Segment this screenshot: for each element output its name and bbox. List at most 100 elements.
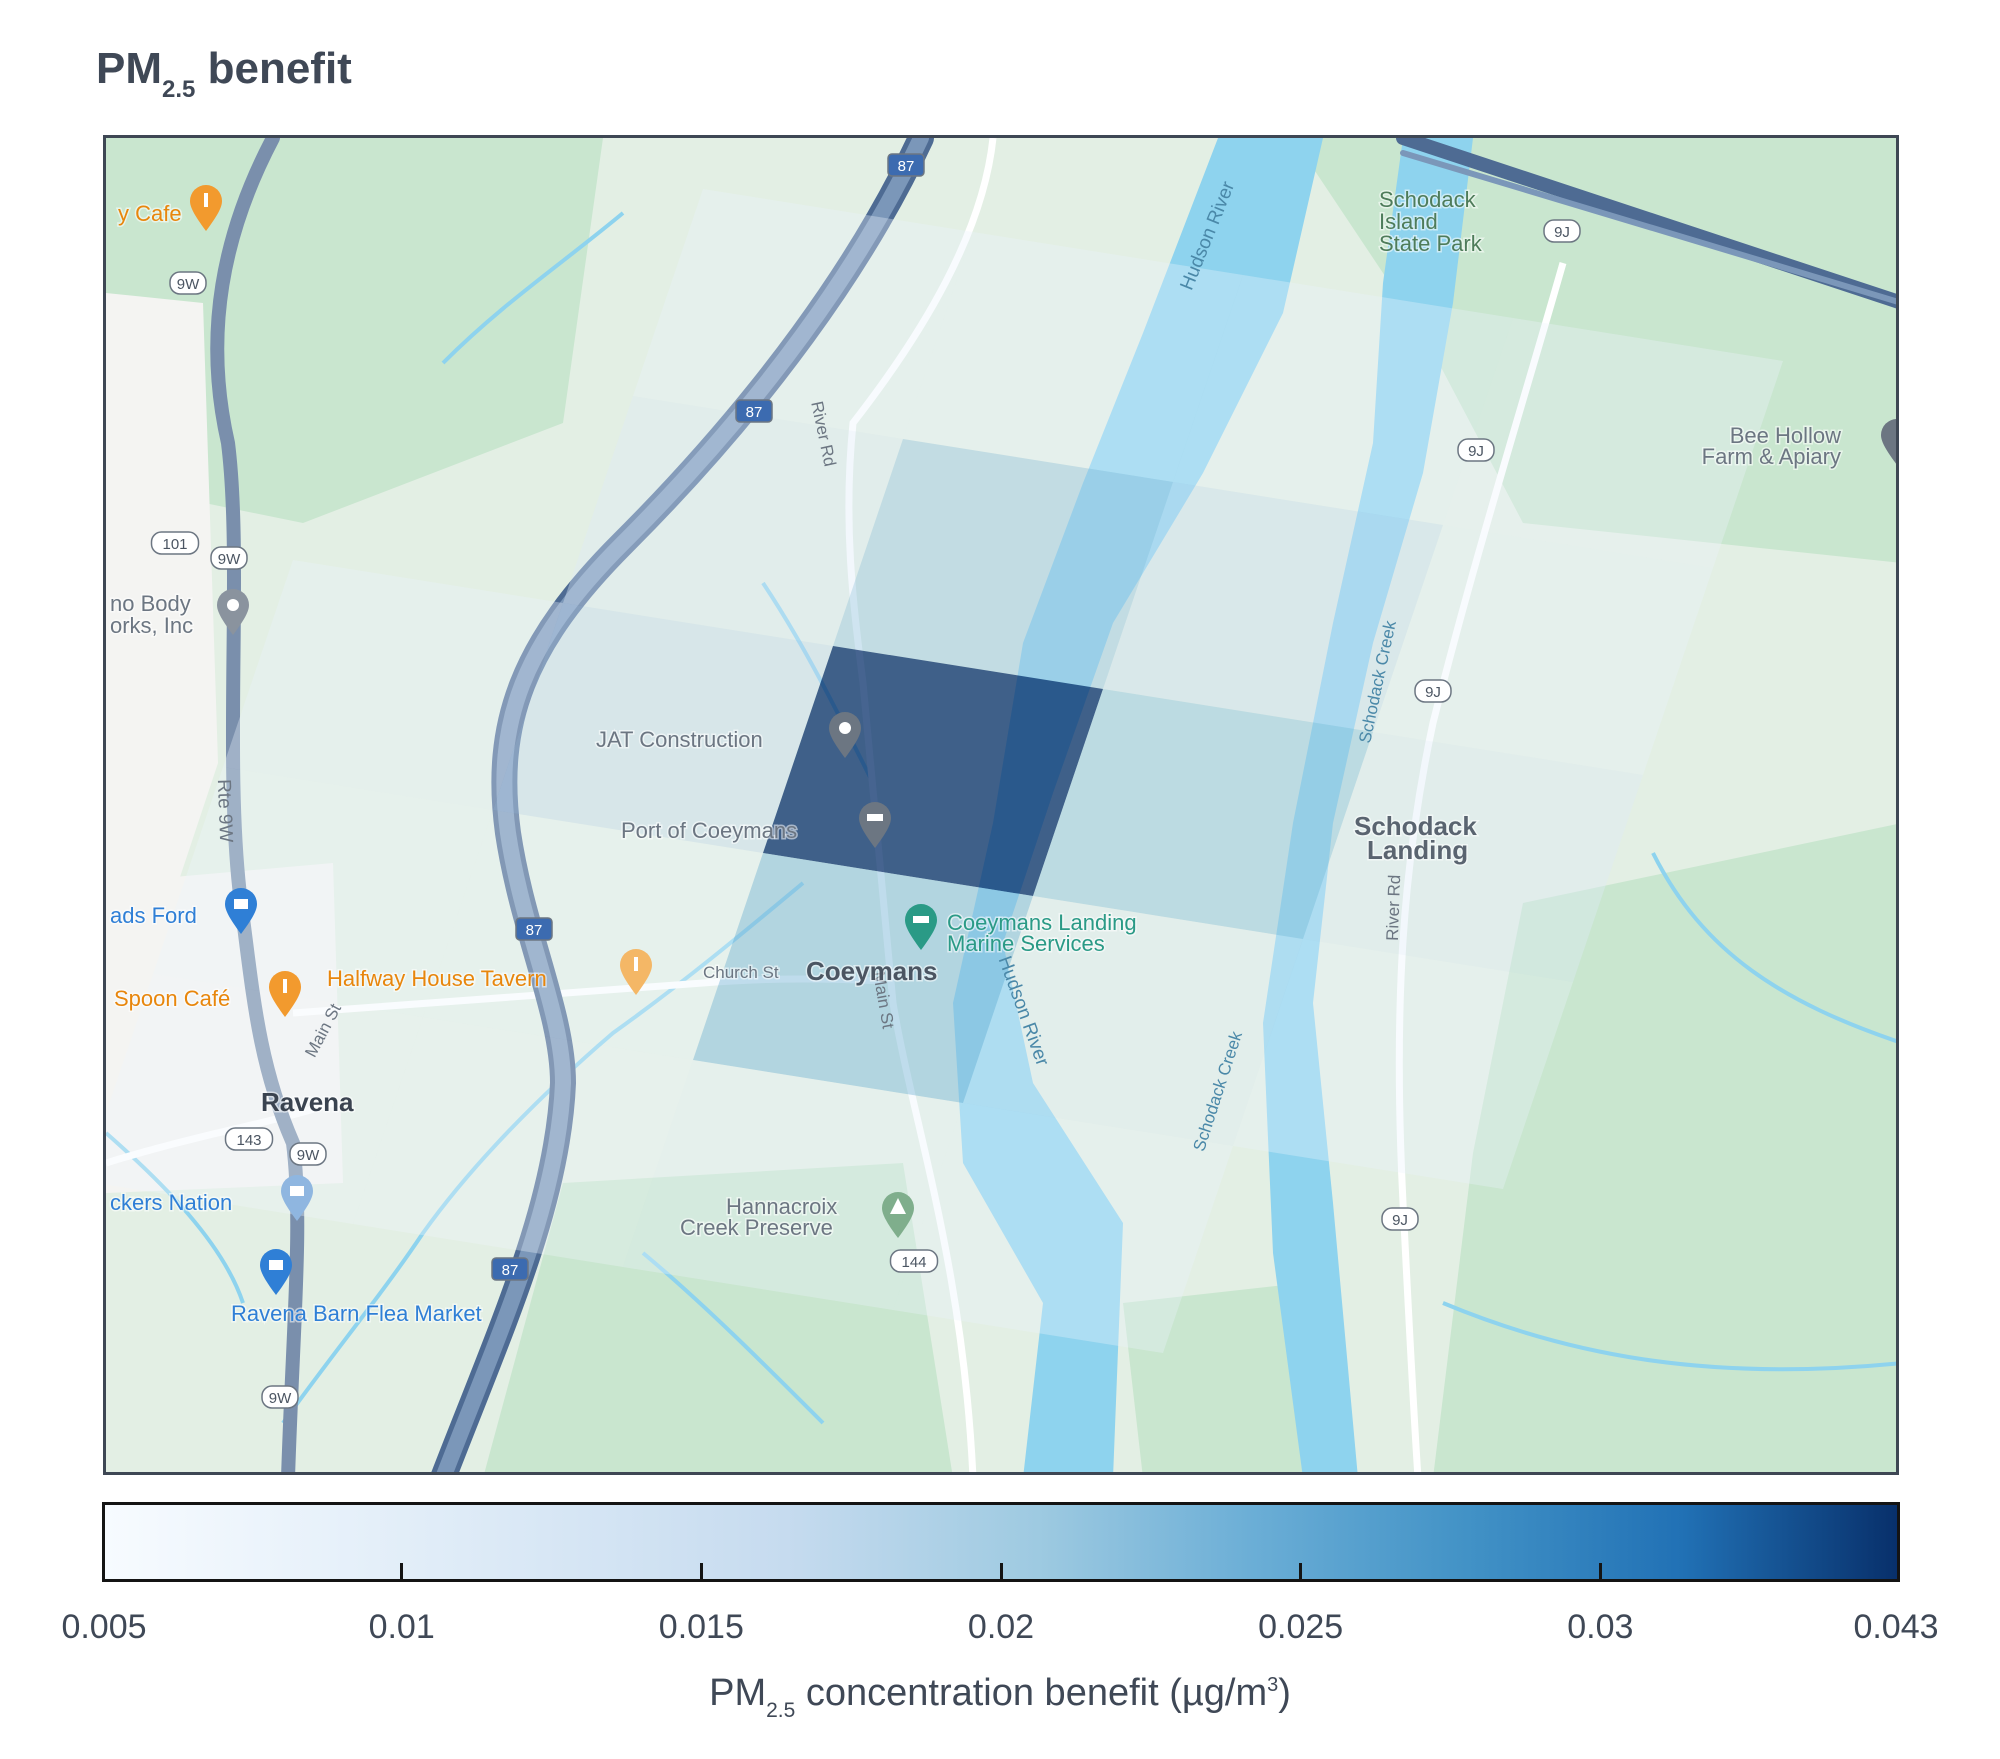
shield-9j-2-label: 9J — [1468, 443, 1484, 460]
pin-icon — [829, 712, 861, 758]
pin-icon — [1881, 419, 1896, 464]
map-panel[interactable]: 87 87 87 87 9W 9W 9W 9W 101 143 144 9J 9J 9J 9J River … — [103, 135, 1899, 1475]
shield-101-label: 101 — [162, 536, 187, 553]
colorbar-tick-label: 0.015 — [658, 1608, 744, 1646]
road-rte-9w: Rte 9W — [213, 779, 236, 843]
colorbar-tick-label: 0.02 — [967, 1608, 1035, 1646]
heatmap-cell-r2-c0 — [223, 560, 563, 810]
heatmap-cell-r4-c0 — [106, 974, 423, 1224]
shield-i87-top-icon: 87 — [887, 153, 925, 177]
map-canvas[interactable]: 87 87 87 87 9W 9W 9W 9W 101 143 144 9J 9J 9J 9J River … — [106, 138, 1899, 1475]
place-schodack-park-3: State Park — [1379, 231, 1483, 256]
tree-pin-icon — [882, 1192, 914, 1238]
shield-9w-1-label: 9W — [177, 276, 200, 293]
restaurant-pin-icon — [269, 971, 301, 1017]
marina-pin-icon — [905, 904, 937, 950]
heatmap-cell-r3-c3 — [963, 896, 1303, 1146]
heatmap-cell-r3-c2 — [693, 853, 1033, 1103]
heatmap-cell-r0-c4 — [1443, 318, 1783, 568]
shield-144-icon: 144 — [889, 1249, 939, 1273]
shield-9j-1-icon: 9J — [1543, 219, 1581, 243]
heatmap-cell-r1-c3 — [1103, 482, 1443, 732]
place-ravena: Ravena — [261, 1087, 354, 1117]
poi-markers — [190, 185, 1896, 1295]
restaurant-pin-icon — [190, 185, 222, 231]
colorbar-tick-mark — [999, 1563, 1003, 1579]
shield-9j-4-label: 9J — [1392, 1212, 1408, 1229]
heatmap-cell-r3-c4 — [1233, 939, 1573, 1189]
place-body-works-2: orks, Inc — [110, 613, 193, 638]
heatmap-cell-r1-c1 — [563, 396, 903, 646]
colorbar-tick-label: 0.025 — [1258, 1608, 1344, 1646]
place-bee-hollow-1: Bee Hollow — [1730, 423, 1841, 448]
heatmap-cell-r2-c3 — [1033, 689, 1373, 939]
place-coeymans-marine-2: Marine Services — [947, 931, 1105, 956]
colorbar-tick-mark — [1299, 1563, 1303, 1579]
shield-9j-3-icon: 9J — [1414, 679, 1452, 703]
heatmap-cell-r2-c4 — [1303, 732, 1643, 982]
place-schodack-park-1: Schodack — [1379, 187, 1477, 212]
place-schodack-landing-2: Landing — [1367, 835, 1468, 865]
heatmap-cell-r4-c2 — [623, 1060, 963, 1310]
place-coeymans-marine-1: Coeymans Landing — [947, 910, 1137, 935]
shield-9w-2-icon: 9W — [210, 546, 248, 570]
heatmap-cell-r4-c1 — [353, 1017, 693, 1267]
shield-i87-mid-icon: 87 — [735, 399, 773, 423]
heatmap-cell-r1-c2 — [833, 439, 1173, 689]
shield-101-icon: 101 — [150, 531, 200, 555]
colorbar-label-end: ) — [1278, 1672, 1291, 1714]
colorbar-tick-label: 0.01 — [368, 1608, 435, 1646]
place-ravena-barn: Ravena Barn Flea Market — [231, 1301, 482, 1326]
colorbar-label-subscript: 2.5 — [766, 1699, 796, 1722]
heatmap-cell-r4-c3 — [893, 1103, 1233, 1353]
shield-i87-bottom-icon: 87 — [491, 1257, 529, 1281]
place-schodack-park-2: Island — [1379, 209, 1438, 234]
place-port-coeymans: Port of Coeymans — [621, 818, 797, 843]
route-shields: 87 87 87 87 9W 9W 9W 9W 101 143 144 9J 9J 9J 9J — [150, 153, 1581, 1409]
place-church-st: Church St — [703, 963, 779, 982]
shield-143-label: 143 — [236, 1132, 261, 1149]
place-hannacroix-1: Hannacroix — [726, 1194, 837, 1219]
colorbar-tick-mark — [400, 1563, 404, 1579]
title-text: PM — [96, 44, 162, 93]
heatmap-cells — [106, 189, 1783, 1353]
heatmap-cell-r3-c1 — [423, 810, 763, 1060]
shopping-pin-icon — [281, 1175, 313, 1221]
chart-title: PM2.5 benefit — [96, 44, 352, 104]
colorbar-label-rest: concentration benefit (µg/m — [795, 1672, 1268, 1714]
shield-9j-1-label: 9J — [1554, 224, 1570, 241]
colorbar-label-superscript: 3 — [1267, 1674, 1279, 1696]
place-bee-hollow-2: Farm & Apiary — [1702, 444, 1841, 469]
shield-9w-4-icon: 9W — [261, 1385, 299, 1409]
shield-9w-3-label: 9W — [297, 1147, 320, 1164]
colorbar-tick-label: 0.005 — [61, 1608, 147, 1646]
place-halfway-house: Halfway House Tavern — [327, 966, 547, 991]
shopping-cart-pin-icon — [260, 1249, 292, 1295]
colorbar-tick-mark — [699, 1563, 703, 1579]
shield-9j-2-icon: 9J — [1457, 438, 1495, 462]
shield-i87-mid-label: 87 — [746, 404, 763, 421]
place-coeymans: Coeymans — [806, 956, 938, 986]
shield-143-icon: 143 — [224, 1127, 274, 1151]
colorbar-label: PM2.5 concentration benefit (µg/m3) — [0, 1672, 2000, 1723]
place-ads-ford: ads Ford — [110, 903, 197, 928]
colorbar-tick-label: 0.043 — [1853, 1608, 1939, 1646]
place-truckers-nation: ckers Nation — [110, 1190, 232, 1215]
hudson-river — [953, 138, 1473, 1472]
title-subscript: 2.5 — [162, 76, 196, 103]
shield-i87-lower-label: 87 — [526, 922, 543, 939]
heatmap-cell-r0-c2 — [903, 232, 1243, 482]
shield-9w-4-label: 9W — [269, 1390, 292, 1407]
place-cafe-top: y Cafe — [118, 201, 182, 226]
colorbar-tick-label: 0.03 — [1567, 1608, 1634, 1646]
shield-i87-lower-icon: 87 — [515, 917, 553, 941]
heatmap-cell-r3-c0 — [153, 767, 493, 1017]
pin-icon — [217, 589, 249, 635]
shield-9w-2-label: 9W — [218, 551, 241, 568]
ferry-pin-icon — [859, 802, 891, 848]
title-rest: benefit — [195, 44, 352, 93]
place-jat-construction: JAT Construction — [596, 727, 763, 752]
place-schodack-landing-1: Schodack — [1354, 811, 1477, 841]
highways — [210, 138, 1896, 1472]
